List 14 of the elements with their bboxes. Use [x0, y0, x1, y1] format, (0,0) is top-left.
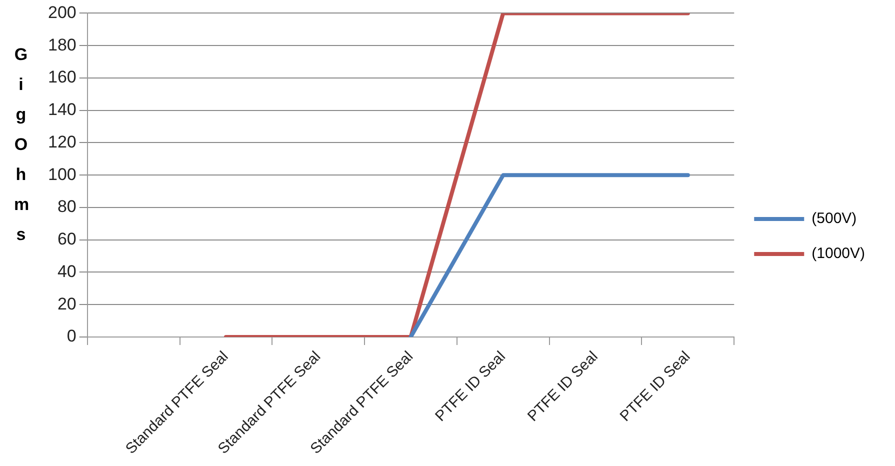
legend-label: (1000V)	[812, 245, 866, 262]
legend-label: (500V)	[812, 210, 857, 228]
y-tick-label: 120	[48, 132, 76, 152]
y-tick-label: 160	[48, 68, 76, 87]
y-tick-label: 80	[57, 197, 76, 216]
y-tick-label: 0	[66, 326, 76, 346]
y-axis-title: GigOhms	[14, 44, 30, 246]
y-tick-label: 40	[57, 262, 76, 281]
y-tick-label: 100	[48, 164, 76, 184]
y-tick-label: 20	[57, 294, 76, 314]
y-tick-label: 140	[48, 100, 76, 120]
y-tick-label: 180	[48, 35, 76, 54]
y-tick-label: 60	[57, 230, 76, 249]
y-tick-label: 200	[48, 2, 76, 22]
